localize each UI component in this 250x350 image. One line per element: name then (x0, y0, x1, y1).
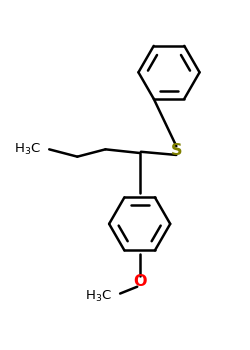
Text: S: S (170, 143, 182, 158)
Text: H$_3$C: H$_3$C (85, 288, 112, 303)
Text: O: O (133, 274, 146, 289)
Text: H$_3$C: H$_3$C (14, 142, 41, 157)
